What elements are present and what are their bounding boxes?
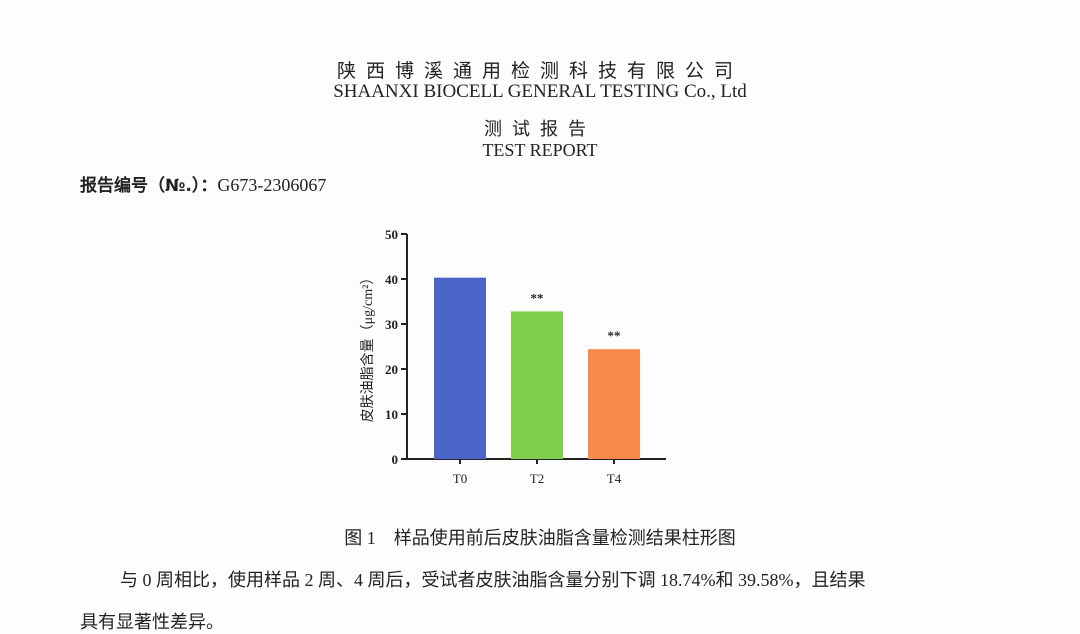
bar <box>511 311 563 459</box>
paragraph-line: 与 0 周相比，使用样品 2 周、4 周后，受试者皮肤油脂含量分别下调 18.7… <box>120 570 866 590</box>
report-number-value: G673-2306067 <box>217 175 327 195</box>
y-tick-label: 0 <box>392 452 399 467</box>
x-tick-label: T4 <box>607 471 622 486</box>
y-tick-label: 40 <box>385 272 398 287</box>
report-en: TEST REPORT <box>482 140 598 160</box>
bar <box>434 277 486 459</box>
bar <box>588 349 640 459</box>
y-tick-label: 10 <box>385 407 398 422</box>
significance-mark: ** <box>608 328 621 343</box>
significance-mark: ** <box>531 290 544 305</box>
y-tick-label: 20 <box>385 362 398 377</box>
y-tick-label: 50 <box>385 227 398 242</box>
y-tick-label: 30 <box>385 317 398 332</box>
company-en: SHAANXI BIOCELL GENERAL TESTING Co., Ltd <box>333 81 747 102</box>
chart: 0 10 20 30 40 50 皮肤油脂含量（μg/cm²） T0 T2 T4 ** ** <box>360 227 666 486</box>
paragraph-line: 具有显著性差异。 <box>80 612 224 632</box>
caption: 图 1 样品使用前后皮肤油脂含量检测结果柱形图 <box>344 528 736 548</box>
x-tick-label: T2 <box>530 471 544 486</box>
company-cn: 陕西博溪通用检测科技有限公司 <box>336 61 743 82</box>
x-tick-label: T0 <box>453 471 467 486</box>
report-number-label: 报告编号（№.）： <box>80 176 218 196</box>
report-cn: 测试报告 <box>484 119 596 139</box>
y-axis-label: 皮肤油脂含量（μg/cm²） <box>360 271 376 423</box>
report-number: 报告编号（№.）：G673-2306067 <box>80 171 326 196</box>
